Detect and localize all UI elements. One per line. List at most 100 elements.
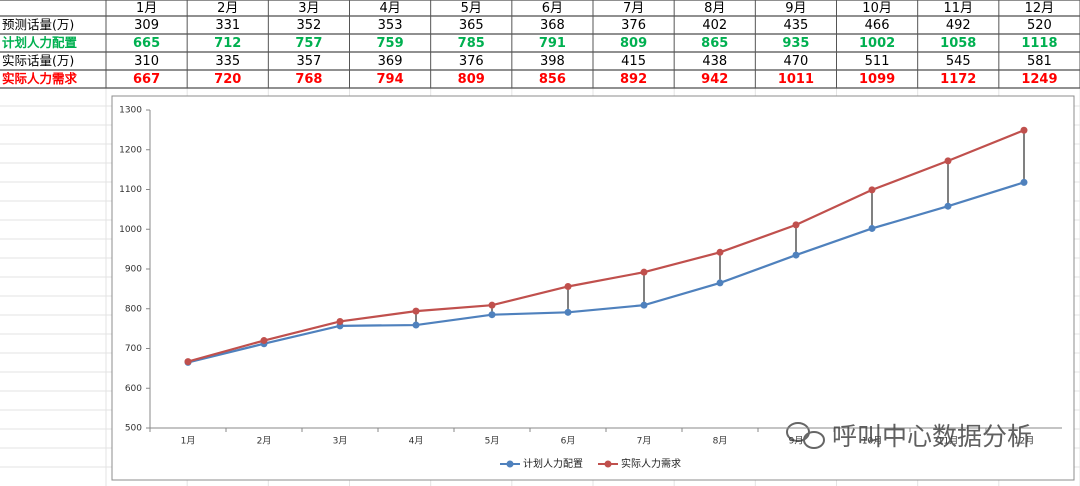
cell-value: 759 [377, 36, 404, 51]
row-label: 计划人力配置 [2, 35, 78, 50]
x-tick-label: 5月 [485, 436, 500, 447]
cell-value: 1099 [859, 72, 895, 87]
cell-value: 368 [540, 18, 565, 33]
series-marker [944, 157, 952, 165]
series-marker [336, 317, 344, 325]
cell-value: 712 [214, 36, 241, 51]
x-tick-label: 1月 [181, 436, 196, 447]
x-tick-label: 7月 [637, 436, 652, 447]
table-bg [0, 0, 1080, 88]
cell-value: 492 [946, 18, 971, 33]
y-tick-label: 1200 [119, 145, 142, 155]
cell-value: 402 [702, 18, 727, 33]
x-tick-label: 11月 [938, 436, 958, 447]
y-tick-label: 900 [125, 265, 142, 275]
column-header: 6月 [542, 1, 563, 16]
cell-value: 581 [1027, 54, 1052, 69]
cell-value: 667 [133, 72, 160, 87]
x-tick-label: 4月 [409, 436, 424, 447]
cell-value: 809 [458, 72, 485, 87]
column-header: 11月 [943, 1, 973, 16]
x-tick-label: 10月 [862, 436, 882, 447]
cell-value: 757 [295, 36, 322, 51]
legend-marker [506, 460, 514, 468]
series-marker [868, 186, 876, 194]
cell-value: 376 [621, 18, 646, 33]
column-header: 8月 [704, 1, 725, 16]
column-header: 4月 [379, 1, 400, 16]
legend-label: 计划人力配置 [523, 457, 583, 470]
column-header: 7月 [623, 1, 644, 16]
series-marker [488, 301, 496, 309]
cell-value: 1118 [1021, 36, 1057, 51]
cell-value: 352 [297, 18, 322, 33]
cell-value: 1058 [940, 36, 976, 51]
cell-value: 1249 [1021, 72, 1057, 87]
series-line [187, 181, 1025, 364]
y-tick-label: 500 [125, 424, 142, 434]
cell-value: 353 [378, 18, 403, 33]
cell-value: 665 [133, 36, 160, 51]
cell-value: 794 [377, 72, 404, 87]
cell-value: 942 [701, 72, 728, 87]
series-marker [944, 202, 952, 210]
row-label: 实际话量(万) [2, 53, 74, 68]
cell-value: 331 [215, 18, 240, 33]
cell-value: 438 [702, 54, 727, 69]
cell-value: 545 [946, 54, 971, 69]
series-marker [564, 282, 572, 290]
series-marker [792, 251, 800, 259]
series-marker [640, 268, 648, 276]
series-marker [184, 358, 192, 366]
cell-value: 935 [782, 36, 809, 51]
cell-value: 768 [295, 72, 322, 87]
cell-value: 470 [784, 54, 809, 69]
x-tick-label: 8月 [713, 436, 728, 447]
cell-value: 310 [134, 54, 159, 69]
cell-value: 398 [540, 54, 565, 69]
x-tick-label: 3月 [333, 436, 348, 447]
y-tick-label: 1000 [119, 225, 142, 235]
cell-value: 520 [1027, 18, 1052, 33]
watermark: 呼叫中心数据分析 [832, 422, 1032, 451]
cell-value: 892 [620, 72, 647, 87]
y-tick-label: 600 [125, 384, 142, 394]
x-tick-label: 12月 [1014, 436, 1034, 447]
series-marker [412, 307, 420, 315]
column-header: 5月 [461, 1, 482, 16]
x-tick-label: 9月 [789, 436, 804, 447]
cell-value: 809 [620, 36, 647, 51]
cell-value: 1011 [778, 72, 814, 87]
series-marker [716, 248, 724, 256]
y-tick-label: 800 [125, 304, 142, 314]
column-header: 1月 [136, 1, 157, 16]
y-tick-label: 1300 [119, 106, 142, 116]
column-header: 12月 [1025, 1, 1055, 16]
column-header: 3月 [298, 1, 319, 16]
series-marker [716, 279, 724, 287]
cell-value: 309 [134, 18, 159, 33]
series-marker [412, 321, 420, 329]
series-marker [868, 224, 876, 232]
cell-value: 415 [621, 54, 646, 69]
row-label: 实际人力需求 [2, 71, 78, 86]
cell-value: 357 [297, 54, 322, 69]
x-tick-label: 2月 [257, 436, 272, 447]
column-header: 10月 [862, 1, 892, 16]
series-marker [640, 301, 648, 309]
column-header: 9月 [785, 1, 806, 16]
cell-value: 466 [865, 18, 890, 33]
cell-value: 511 [865, 54, 890, 69]
legend-label: 实际人力需求 [621, 457, 681, 470]
chart-frame [111, 95, 1075, 481]
watermark-icon [786, 422, 825, 449]
cell-value: 335 [215, 54, 240, 69]
series-marker [564, 308, 572, 316]
cell-value: 856 [539, 72, 566, 87]
series-marker [260, 337, 268, 345]
column-header: 2月 [217, 1, 238, 16]
y-tick-label: 1100 [119, 185, 142, 195]
cell-value: 720 [214, 72, 241, 87]
row-label: 预测话量(万) [2, 17, 74, 32]
